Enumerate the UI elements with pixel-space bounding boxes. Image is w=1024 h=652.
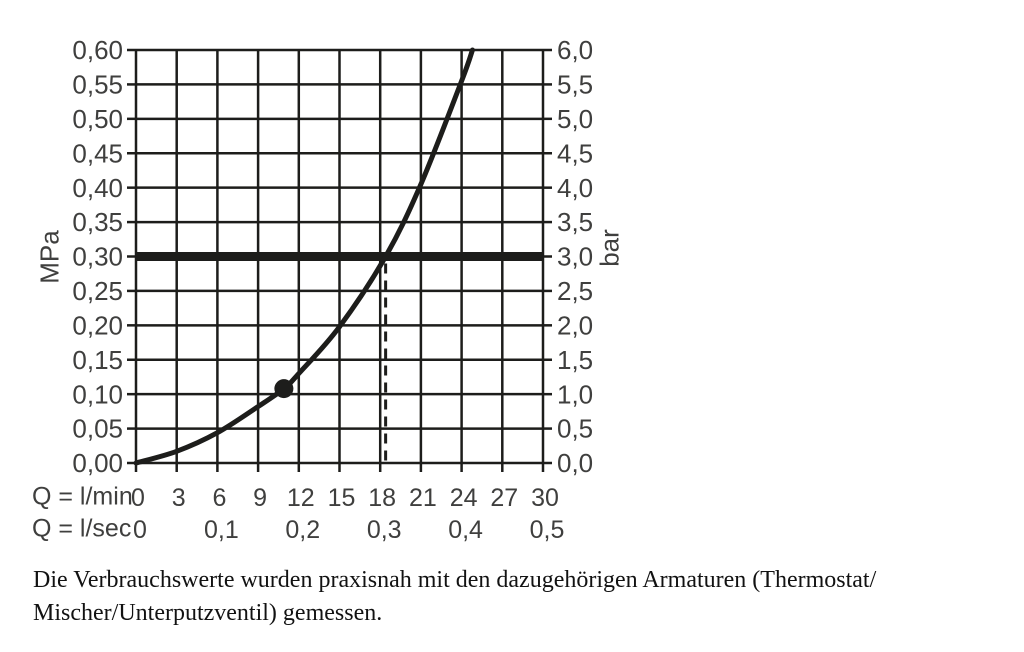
left-axis-label-0,15: 0,15 <box>72 345 123 375</box>
caption: Die Verbrauchswerte wurden praxisnah mit… <box>33 564 993 630</box>
x-axis-label-lmin-21: 21 <box>409 484 437 512</box>
x-axis-label-lmin-3: 3 <box>172 484 186 512</box>
right-axis-unit-label: bar <box>594 229 625 267</box>
right-axis-label-2,0: 2,0 <box>557 310 593 340</box>
left-axis-label-0,10: 0,10 <box>72 379 123 409</box>
caption-line-2: Mischer/Unterputzventil) gemessen. <box>33 600 383 626</box>
left-axis-unit-label: MPa <box>34 230 65 284</box>
x-axis-primary-unit-label: Q = l/min <box>32 482 133 511</box>
right-axis-label-3,5: 3,5 <box>557 207 593 237</box>
curve-marker-dot <box>274 379 294 399</box>
right-axis-label-1,5: 1,5 <box>557 345 593 375</box>
right-axis-label-1,0: 1,0 <box>557 379 593 409</box>
x-axis-label-lmin-9: 9 <box>253 484 267 512</box>
right-axis-label-3,0: 3,0 <box>557 242 593 272</box>
right-axis-label-0,5: 0,5 <box>557 414 593 444</box>
left-axis-label-0,25: 0,25 <box>72 276 123 306</box>
left-axis-label-0,60: 0,60 <box>72 35 123 65</box>
x-axis-label-lmin-30: 30 <box>531 484 559 512</box>
left-axis-label-0,50: 0,50 <box>72 104 123 134</box>
x-axis-secondary-unit-label: Q = l/sec <box>32 514 132 543</box>
right-axis-label-5,5: 5,5 <box>557 70 593 100</box>
right-axis-label-2,5: 2,5 <box>557 276 593 306</box>
right-axis-label-6,0: 6,0 <box>557 35 593 65</box>
left-axis-label-0,05: 0,05 <box>72 414 123 444</box>
left-axis-label-0,00: 0,00 <box>72 448 123 478</box>
x-axis-label-lmin-12: 12 <box>287 484 315 512</box>
x-axis-label-lmin-6: 6 <box>212 484 226 512</box>
x-axis-label-lmin-0: 0 <box>131 484 145 512</box>
right-axis-label-5,0: 5,0 <box>557 104 593 134</box>
left-axis-label-0,45: 0,45 <box>72 138 123 168</box>
x-axis-label-lsec-0,4: 0,4 <box>448 516 483 544</box>
x-axis-label-lsec-0,5: 0,5 <box>530 516 565 544</box>
right-axis-label-4,5: 4,5 <box>557 138 593 168</box>
x-axis-label-lsec-0: 0 <box>133 516 147 544</box>
pressure-flow-curve <box>133 47 475 466</box>
left-axis-label-0,20: 0,20 <box>72 310 123 340</box>
x-axis-label-lmin-24: 24 <box>450 484 478 512</box>
right-axis-label-0,0: 0,0 <box>557 448 593 478</box>
x-axis-label-lsec-0,1: 0,1 <box>204 516 239 544</box>
left-axis-label-0,30: 0,30 <box>72 242 123 272</box>
x-axis-label-lsec-0,3: 0,3 <box>367 516 402 544</box>
x-axis-label-lmin-27: 27 <box>490 484 518 512</box>
left-axis-label-0,40: 0,40 <box>72 173 123 203</box>
x-axis-label-lmin-18: 18 <box>368 484 396 512</box>
left-axis-label-0,35: 0,35 <box>72 207 123 237</box>
x-axis-label-lmin-15: 15 <box>328 484 356 512</box>
left-axis-label-0,55: 0,55 <box>72 70 123 100</box>
right-axis-label-4,0: 4,0 <box>557 173 593 203</box>
caption-line-1: Die Verbrauchswerte wurden praxisnah mit… <box>33 567 877 593</box>
x-axis-label-lsec-0,2: 0,2 <box>285 516 320 544</box>
